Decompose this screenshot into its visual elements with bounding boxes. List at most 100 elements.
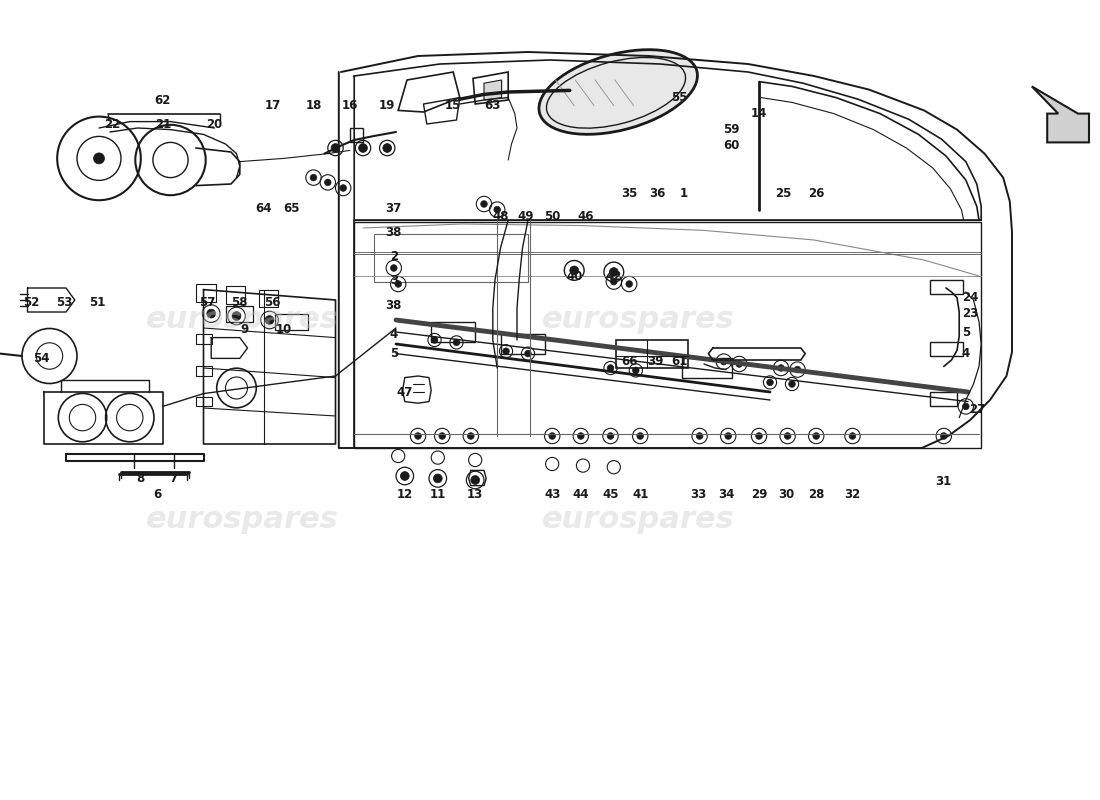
Circle shape: [383, 144, 392, 152]
Text: 23: 23: [962, 307, 978, 320]
Text: 38: 38: [386, 299, 402, 312]
Text: 65: 65: [284, 202, 299, 214]
Text: 3: 3: [389, 274, 398, 286]
Text: 31: 31: [936, 475, 952, 488]
Text: 55: 55: [671, 91, 689, 104]
Text: 2: 2: [389, 250, 398, 262]
Bar: [354, 222, 981, 448]
Text: 29: 29: [751, 488, 767, 501]
Bar: [682, 358, 732, 378]
Text: 22: 22: [104, 118, 120, 130]
Text: 56: 56: [265, 296, 282, 309]
Text: eurospares: eurospares: [145, 506, 339, 534]
Text: 39: 39: [648, 355, 663, 368]
Circle shape: [481, 201, 487, 207]
Text: 64: 64: [255, 202, 273, 214]
Text: 38: 38: [386, 226, 402, 238]
Circle shape: [736, 361, 743, 367]
Text: 7: 7: [169, 472, 178, 485]
Circle shape: [207, 310, 216, 318]
Bar: [930, 392, 957, 406]
Text: 11: 11: [430, 488, 446, 501]
Circle shape: [849, 433, 856, 439]
Text: 54: 54: [33, 352, 51, 365]
Text: 37: 37: [386, 202, 402, 214]
Text: eurospares: eurospares: [541, 306, 735, 334]
Circle shape: [310, 174, 317, 181]
Text: 40: 40: [566, 270, 582, 282]
Circle shape: [494, 206, 501, 213]
Text: 34: 34: [718, 488, 734, 501]
Text: 24: 24: [962, 291, 978, 304]
Circle shape: [265, 315, 274, 325]
Circle shape: [431, 337, 438, 343]
Text: 16: 16: [342, 99, 358, 112]
Bar: [930, 342, 962, 356]
Text: 4: 4: [961, 347, 970, 360]
Circle shape: [725, 433, 732, 439]
Text: 8: 8: [136, 472, 145, 485]
Text: 13: 13: [468, 488, 483, 501]
Polygon shape: [484, 80, 502, 100]
Text: 61: 61: [672, 355, 688, 368]
Bar: [196, 284, 216, 302]
Text: 20: 20: [207, 118, 222, 130]
Circle shape: [607, 433, 614, 439]
Text: 44: 44: [573, 488, 590, 501]
Text: 36: 36: [650, 187, 666, 200]
Bar: [350, 128, 363, 142]
Circle shape: [637, 433, 644, 439]
Circle shape: [359, 144, 367, 152]
Circle shape: [331, 144, 340, 152]
Bar: [226, 286, 245, 304]
Circle shape: [570, 266, 579, 274]
Circle shape: [609, 267, 618, 276]
Text: 49: 49: [517, 210, 534, 222]
Circle shape: [439, 433, 446, 439]
Circle shape: [940, 433, 947, 439]
Circle shape: [433, 474, 442, 482]
Text: 52: 52: [23, 296, 38, 309]
Circle shape: [453, 339, 460, 346]
Text: 15: 15: [446, 99, 461, 112]
Circle shape: [400, 472, 409, 480]
Circle shape: [390, 265, 397, 271]
Bar: [196, 366, 212, 376]
Text: 62: 62: [155, 94, 170, 106]
Text: 35: 35: [621, 187, 637, 200]
Text: 32: 32: [845, 488, 860, 501]
Text: 53: 53: [56, 296, 72, 309]
Circle shape: [525, 350, 531, 357]
Circle shape: [720, 358, 727, 365]
Text: 48: 48: [493, 210, 508, 222]
Text: 46: 46: [578, 210, 594, 222]
Text: 1: 1: [680, 187, 689, 200]
Circle shape: [549, 433, 556, 439]
Text: 4: 4: [389, 328, 398, 341]
Bar: [616, 340, 688, 368]
Text: 47: 47: [397, 386, 412, 398]
Text: 19: 19: [379, 99, 395, 112]
Bar: [374, 234, 528, 282]
Circle shape: [578, 433, 584, 439]
Text: 9: 9: [240, 323, 249, 336]
Text: 57: 57: [199, 296, 214, 309]
Text: 33: 33: [691, 488, 706, 501]
Bar: [500, 334, 544, 354]
Bar: [196, 334, 212, 344]
Text: 5: 5: [961, 326, 970, 338]
Text: 6: 6: [153, 488, 162, 501]
Circle shape: [794, 366, 801, 373]
Bar: [431, 322, 475, 342]
Circle shape: [607, 365, 614, 371]
Circle shape: [610, 278, 617, 285]
Circle shape: [471, 475, 480, 484]
Text: eurospares: eurospares: [145, 306, 339, 334]
Circle shape: [962, 403, 969, 410]
Circle shape: [395, 281, 402, 287]
Text: 58: 58: [232, 296, 249, 309]
Circle shape: [503, 348, 509, 354]
Circle shape: [626, 281, 632, 287]
Text: 42: 42: [606, 270, 621, 282]
Bar: [930, 280, 962, 294]
